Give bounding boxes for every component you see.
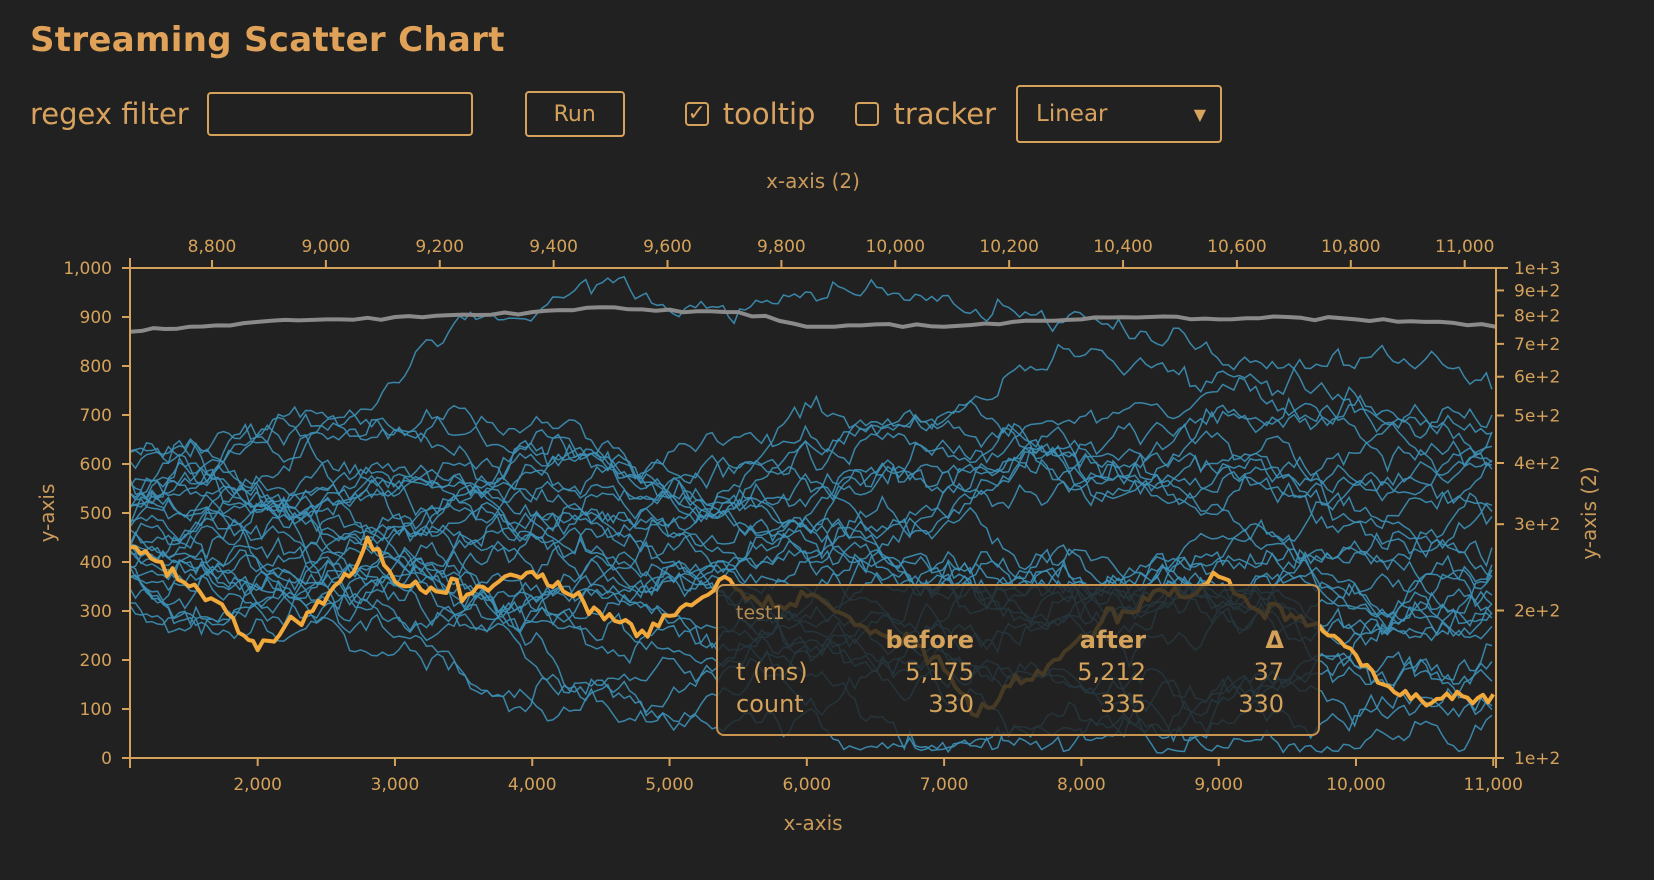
y-tick-label: 500 [80, 504, 112, 524]
x-tick-label: 4,000 [508, 775, 557, 795]
tooltip-series-name: test1 [736, 602, 785, 624]
data-series-line [130, 456, 1493, 626]
run-button[interactable]: Run [524, 91, 625, 137]
y2-axis-title: y-axis (2) [1577, 466, 1601, 559]
y-tick-label: 900 [80, 308, 112, 328]
x-axis-title: x-axis [783, 811, 842, 835]
tooltip-toggle-label: tooltip [722, 97, 816, 131]
x-tick-label: 9,000 [1194, 775, 1243, 795]
tooltip-row-after: 5,212 [1077, 658, 1146, 686]
tooltip-header-before: before [885, 626, 975, 654]
x-tick-label: 11,000 [1464, 775, 1523, 795]
data-series-line [130, 435, 1493, 595]
y-tick-label: 300 [80, 602, 112, 622]
x-tick-label: 7,000 [920, 775, 969, 795]
tooltip-checkbox[interactable]: ✓ [684, 101, 709, 126]
tooltip-header-after: after [1079, 626, 1146, 654]
x2-tick-label: 9,000 [302, 237, 351, 257]
controls-bar: regex filter Run ✓ tooltip tracker Linea… [30, 85, 1223, 143]
y-tick-label: 0 [101, 749, 112, 769]
data-series-line [130, 275, 1493, 488]
checkmark-icon: ✓ [687, 101, 706, 126]
x2-tick-label: 11,000 [1435, 237, 1494, 257]
x2-tick-label: 10,800 [1321, 237, 1380, 257]
x2-tick-label: 8,800 [188, 237, 237, 257]
tooltip-row-label: t (ms) [736, 658, 808, 686]
y2-tick-label: 6e+2 [1514, 368, 1560, 388]
x2-tick-label: 10,200 [979, 237, 1038, 257]
data-series-line [130, 343, 1493, 490]
data-series-line [130, 423, 1493, 577]
tooltip-row-after: 335 [1100, 690, 1146, 718]
y2-tick-label: 5e+2 [1514, 407, 1560, 427]
y-axis-title: y-axis [35, 484, 59, 543]
tracker-checkbox[interactable] [855, 102, 880, 126]
y2-tick-label: 3e+2 [1514, 515, 1560, 535]
x2-tick-label: 9,200 [415, 237, 464, 257]
y-tick-label: 200 [80, 651, 112, 671]
x2-tick-label: 9,800 [757, 237, 806, 257]
x2-tick-label: 10,600 [1207, 237, 1266, 257]
scale-select[interactable]: Linear ▼ [1016, 85, 1223, 143]
y-tick-label: 1,000 [63, 259, 112, 279]
tooltip-header [736, 624, 856, 656]
tracker-toggle-label: tracker [893, 97, 997, 131]
y-tick-label: 400 [80, 553, 112, 573]
tooltip-table: before after Δ t (ms) 5,175 5,212 37 cou… [736, 624, 1284, 720]
x-tick-label: 6,000 [782, 775, 831, 795]
data-series-line [130, 477, 1493, 608]
x2-tick-label: 9,600 [643, 237, 692, 257]
tracker-toggle[interactable]: tracker [855, 97, 996, 131]
y2-tick-label: 9e+2 [1514, 281, 1560, 301]
data-series-line [130, 396, 1493, 581]
regex-filter-label: regex filter [30, 97, 189, 131]
x2-tick-label: 10,000 [866, 237, 925, 257]
y-tick-label: 100 [80, 700, 112, 720]
y2-tick-label: 8e+2 [1514, 306, 1560, 326]
y-tick-label: 800 [80, 357, 112, 377]
x-tick-label: 8,000 [1057, 775, 1106, 795]
regex-filter-input[interactable] [206, 92, 473, 136]
x-tick-label: 3,000 [371, 775, 420, 795]
tooltip-row-delta: 330 [1238, 690, 1284, 718]
tooltip-row: t (ms) 5,175 5,212 37 [736, 656, 1284, 688]
y-tick-label: 700 [80, 406, 112, 426]
data-series-line [130, 433, 1493, 551]
data-series-line [130, 404, 1492, 539]
tooltip-row-delta: 37 [1253, 658, 1284, 686]
x-tick-label: 2,000 [233, 775, 282, 795]
tooltip-row: count 330 335 330 [736, 688, 1284, 720]
tooltip-header-delta: Δ [1265, 626, 1284, 654]
x-tick-label: 10,000 [1326, 775, 1385, 795]
data-series-line [130, 399, 1493, 560]
tooltip-row-before: 5,175 [905, 658, 974, 686]
y-tick-label: 600 [80, 455, 112, 475]
x2-tick-label: 9,400 [529, 237, 578, 257]
x2-axis-title: x-axis (2) [766, 169, 860, 193]
y2-tick-label: 4e+2 [1514, 454, 1560, 474]
axes-layer: 2,000 3,000 4,000 5,000 6,000 7,000 8,000 9,000… [35, 169, 1601, 835]
tooltip-row-before: 330 [928, 690, 974, 718]
y2-tick-label: 2e+2 [1514, 601, 1560, 621]
tooltip-header-row: before after Δ [736, 624, 1285, 656]
reference-series-line [130, 305, 1496, 334]
tooltip-panel: test1 before after Δ t (ms) 5,175 5,212 … [716, 584, 1320, 736]
page-title: Streaming Scatter Chart [30, 20, 505, 60]
data-series-line [130, 518, 1493, 635]
y2-tick-label: 7e+2 [1514, 335, 1560, 355]
data-series-line [130, 492, 1493, 627]
x2-tick-label: 10,400 [1093, 237, 1152, 257]
y2-tick-label: 1e+2 [1514, 749, 1560, 769]
y2-tick-label: 1e+3 [1514, 259, 1560, 279]
chevron-down-icon: ▼ [1193, 104, 1207, 124]
scale-select-value: Linear [1036, 101, 1108, 127]
tooltip-toggle[interactable]: ✓ tooltip [684, 97, 816, 131]
x-tick-label: 5,000 [645, 775, 694, 795]
tooltip-row-label: count [736, 690, 804, 718]
